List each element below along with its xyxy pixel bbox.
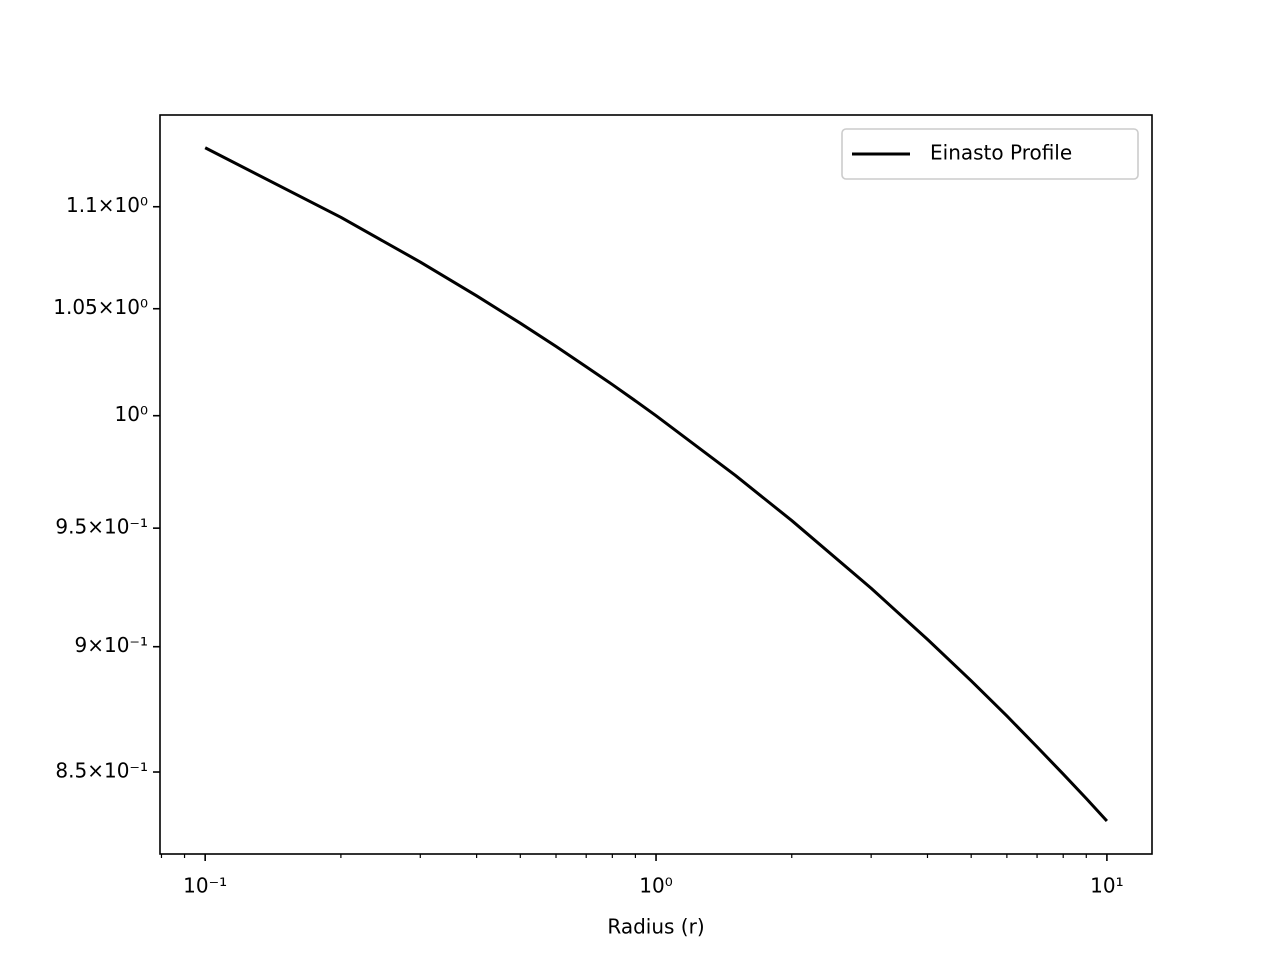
line-series [204, 146, 1109, 823]
y-tick-label: 9×10⁻¹ [74, 633, 148, 657]
y-tick-label: 8.5×10⁻¹ [55, 759, 148, 783]
legend: Einasto Profile [841, 128, 1139, 180]
legend-label: Einasto Profile [930, 141, 1072, 165]
y-tick-label: 1.1×10⁰ [66, 193, 148, 217]
x-tick-label: 10⁰ [639, 874, 672, 898]
plot-frame [159, 114, 1153, 855]
legend-box [841, 128, 1139, 180]
x-tick-label: 10⁻¹ [183, 874, 227, 898]
x-tick-label: 10¹ [1090, 874, 1123, 898]
y-tick-label: 1.05×10⁰ [53, 295, 148, 319]
x-axis-label: Radius (r) [607, 915, 704, 939]
y-tick-label: 9.5×10⁻¹ [55, 515, 148, 539]
y-tick-label: 10⁰ [115, 402, 148, 426]
